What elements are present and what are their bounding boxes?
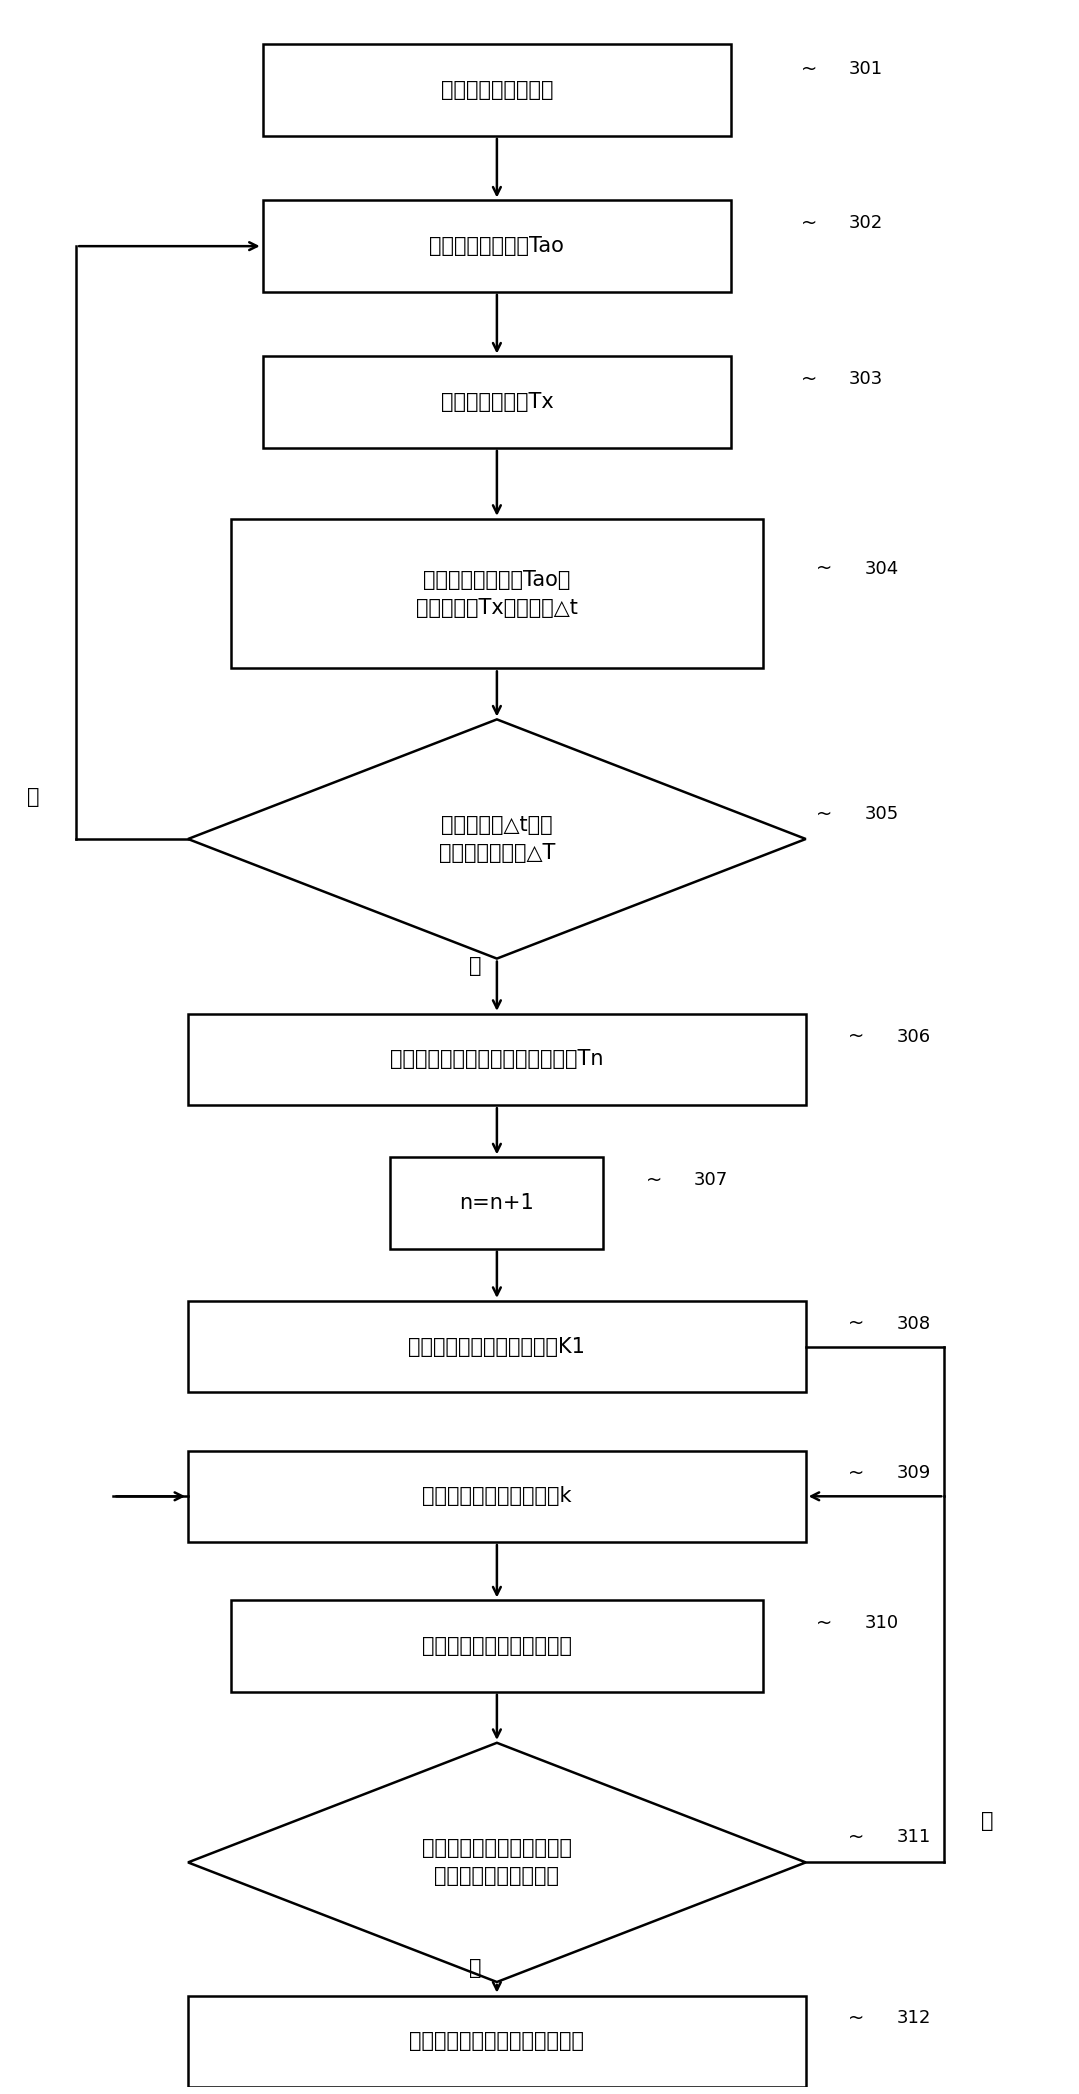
Text: 判断压缩机的当前排气温度
是否达到目标排气温度: 判断压缩机的当前排气温度 是否达到目标排气温度 bbox=[422, 1839, 572, 1887]
Text: 降低第一节流装置的开度至K1: 降低第一节流装置的开度至K1 bbox=[409, 1336, 585, 1357]
Text: 降低第一节流装置的开度k: 降低第一节流装置的开度k bbox=[422, 1487, 572, 1506]
Text: ~: ~ bbox=[801, 61, 817, 80]
Polygon shape bbox=[231, 519, 763, 668]
Polygon shape bbox=[262, 44, 732, 136]
Text: 获取散热片温度Tx: 获取散热片温度Tx bbox=[440, 392, 554, 413]
Text: ~: ~ bbox=[817, 559, 833, 578]
Text: 308: 308 bbox=[897, 1315, 930, 1332]
Polygon shape bbox=[262, 356, 732, 448]
Text: 306: 306 bbox=[897, 1028, 930, 1045]
Text: 309: 309 bbox=[897, 1464, 930, 1483]
Text: 307: 307 bbox=[694, 1171, 728, 1189]
Polygon shape bbox=[262, 201, 732, 291]
Text: 空调系统维持当前运行状态不变: 空调系统维持当前运行状态不变 bbox=[409, 2031, 585, 2052]
Polygon shape bbox=[188, 1300, 806, 1393]
Text: ~: ~ bbox=[817, 1614, 833, 1633]
Text: ~: ~ bbox=[848, 2008, 864, 2027]
Text: n=n+1: n=n+1 bbox=[460, 1194, 534, 1212]
Polygon shape bbox=[231, 1600, 763, 1692]
Text: ~: ~ bbox=[848, 1315, 864, 1334]
Text: 否: 否 bbox=[27, 787, 40, 808]
Text: ~: ~ bbox=[801, 371, 817, 389]
Text: 空调以制冷模式运行: 空调以制冷模式运行 bbox=[440, 80, 554, 101]
Text: 否: 否 bbox=[981, 1811, 993, 1830]
Text: 是: 是 bbox=[469, 1958, 482, 1979]
Text: 312: 312 bbox=[897, 2010, 931, 2027]
Polygon shape bbox=[188, 1013, 806, 1106]
Polygon shape bbox=[188, 1451, 806, 1541]
Text: 获取室外环境温度Tao: 获取室外环境温度Tao bbox=[429, 237, 564, 255]
Polygon shape bbox=[391, 1158, 603, 1248]
Text: 将压缩机的排气温度修正至修正值Tn: 将压缩机的排气温度修正至修正值Tn bbox=[391, 1049, 603, 1070]
Text: ~: ~ bbox=[848, 1828, 864, 1847]
Text: ~: ~ bbox=[848, 1464, 864, 1483]
Polygon shape bbox=[188, 1996, 806, 2088]
Text: 305: 305 bbox=[864, 804, 899, 823]
Text: 311: 311 bbox=[897, 1828, 930, 1847]
Text: 是: 是 bbox=[469, 955, 482, 976]
Polygon shape bbox=[188, 720, 806, 959]
Text: 310: 310 bbox=[864, 1614, 899, 1631]
Polygon shape bbox=[188, 1742, 806, 1983]
Text: 301: 301 bbox=[848, 61, 883, 77]
Text: 判断温差值△t是否
不小于温差阈值△T: 判断温差值△t是否 不小于温差阈值△T bbox=[439, 815, 555, 863]
Text: 304: 304 bbox=[864, 559, 899, 578]
Text: 计算室外环境温度Tao和
散热片温度Tx的温差值△t: 计算室外环境温度Tao和 散热片温度Tx的温差值△t bbox=[416, 570, 578, 618]
Text: ~: ~ bbox=[817, 804, 833, 823]
Text: 获取压缩机的当前排气温度: 获取压缩机的当前排气温度 bbox=[422, 1635, 572, 1656]
Text: ~: ~ bbox=[801, 214, 817, 232]
Text: ~: ~ bbox=[848, 1026, 864, 1047]
Text: 302: 302 bbox=[848, 214, 883, 232]
Text: ~: ~ bbox=[646, 1171, 663, 1189]
Text: 303: 303 bbox=[848, 371, 883, 387]
